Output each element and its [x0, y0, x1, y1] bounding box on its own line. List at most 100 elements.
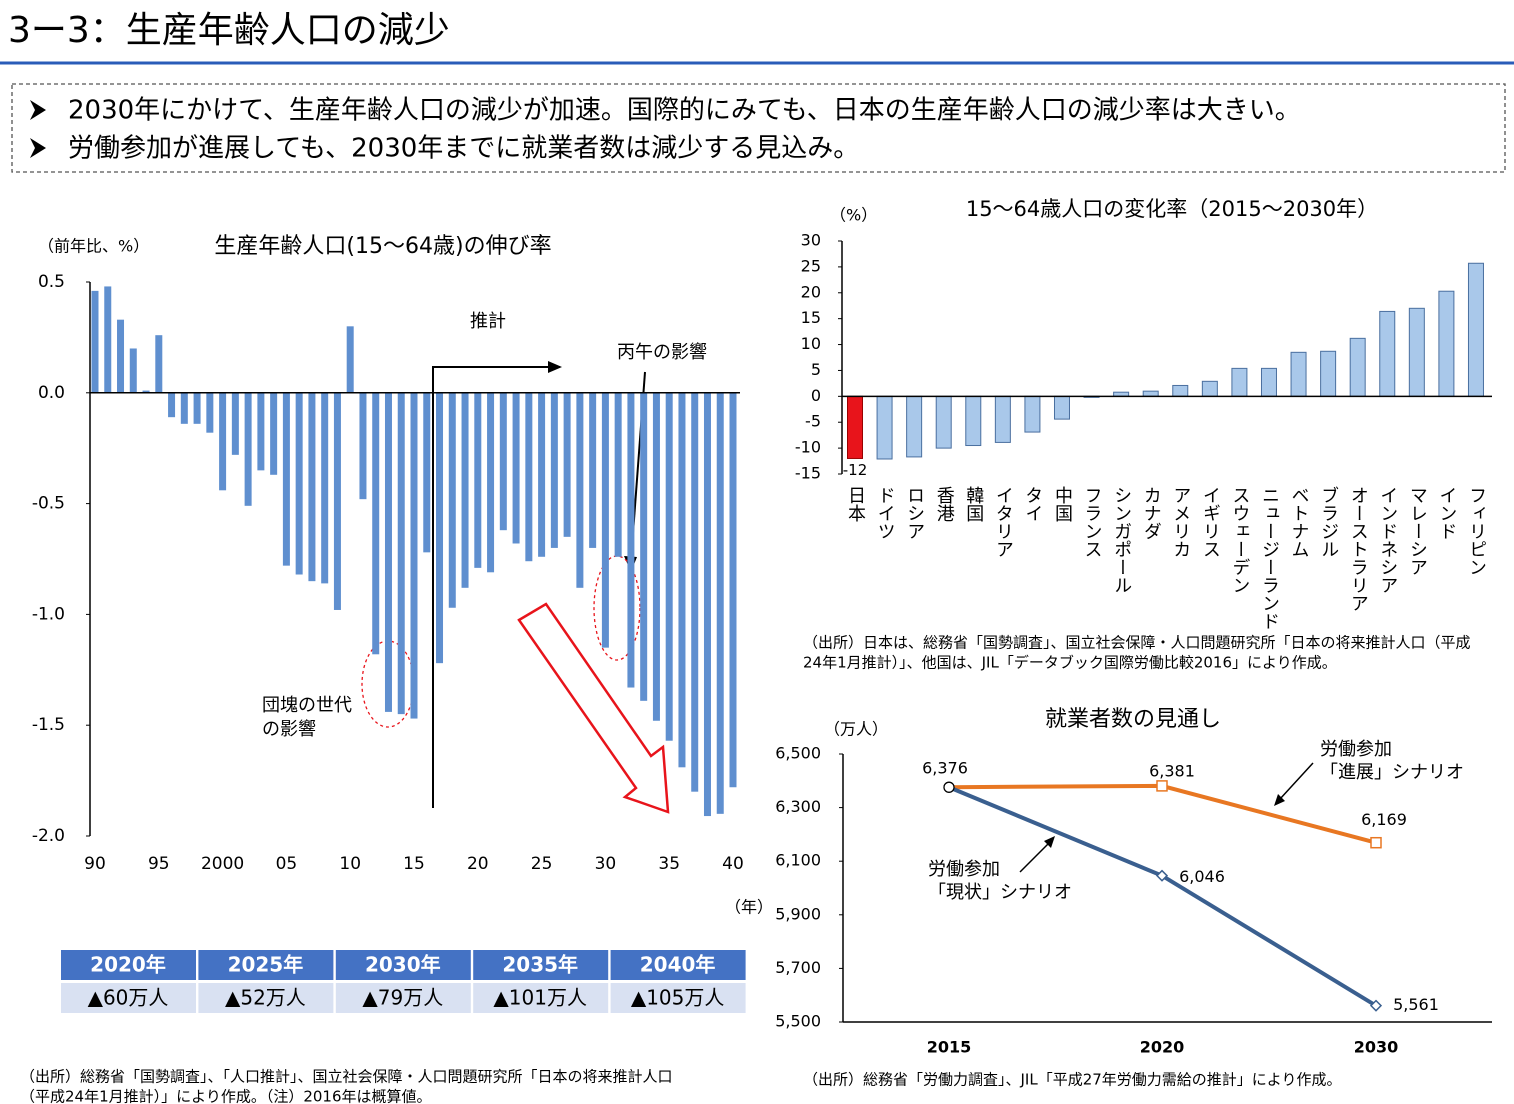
table-value: ▲101万人: [493, 986, 587, 1010]
table-value: ▲52万人: [225, 986, 306, 1010]
bar: [142, 390, 150, 393]
arrow-head: [548, 361, 562, 373]
bar: [499, 392, 507, 531]
y-tick-label: 0.0: [38, 383, 65, 403]
x-tick-label: アメリカ: [1170, 486, 1191, 558]
marker: [1156, 780, 1168, 792]
source-note: （平成24年1月推計）」により作成。（注）2016年は概算値。: [20, 1088, 432, 1104]
x-tick-label: 35: [658, 854, 680, 874]
bar: [576, 392, 584, 588]
bar: [614, 392, 622, 557]
y-tick-label: -15: [795, 464, 821, 483]
bar: [1290, 351, 1307, 397]
bar: [691, 392, 699, 792]
bar: [384, 392, 392, 712]
y-tick-label: 5,500: [775, 1012, 821, 1031]
x-tick-label: シンガポール: [1111, 486, 1132, 594]
table-cell: [335, 983, 471, 1013]
table-cell: [61, 983, 196, 1013]
x-tick-label: イギリス: [1200, 486, 1221, 558]
source-note: （出所）日本は、総務省「国勢調査」、国立社会保障・人口問題研究所「日本の将来推計…: [803, 634, 1471, 652]
x-tick-label: 韓国: [963, 486, 984, 522]
y-tick-label: 5,900: [775, 904, 821, 923]
bar: [206, 392, 214, 433]
y-tick-label: 10: [801, 334, 821, 353]
bar: [1349, 337, 1366, 397]
value-label: -12: [843, 461, 868, 479]
bullet-icon: [30, 138, 46, 158]
annotation: 丙午の影響: [617, 342, 707, 363]
x-tick-label: フランス: [1082, 486, 1103, 558]
bar: [397, 392, 405, 715]
bar: [257, 392, 265, 471]
x-tick-label: 2015: [927, 1038, 972, 1057]
value-label: 6,376: [922, 759, 968, 778]
x-tick-label: 90: [84, 854, 106, 874]
series-name: 労働参加: [928, 859, 1000, 880]
y-tick-label: 6,500: [775, 744, 821, 763]
table-value: ▲105万人: [631, 986, 725, 1010]
bar: [308, 392, 316, 582]
y-axis-label: （万人）: [824, 720, 888, 739]
bar: [359, 392, 367, 500]
bar: [372, 392, 380, 655]
bar: [847, 395, 863, 459]
bullet-icon: [30, 100, 46, 120]
bar: [1260, 367, 1277, 397]
x-tick-label: 20: [467, 854, 489, 874]
x-tick-label: ロシア: [904, 486, 925, 540]
y-tick-label: 20: [801, 282, 821, 301]
marker: [943, 781, 955, 793]
pointer-arrow: [1279, 762, 1314, 800]
bar: [563, 392, 571, 537]
chart-title: 15～64歳人口の変化率（2015～2030年）: [966, 197, 1378, 221]
marker: [1370, 836, 1382, 849]
y-axis-label: （%）: [830, 206, 877, 225]
value-label: 6,046: [1179, 867, 1225, 886]
bar: [231, 392, 239, 455]
y-tick-label: 0.5: [38, 272, 65, 292]
bar: [193, 392, 201, 424]
bar: [448, 392, 456, 608]
bar: [525, 392, 533, 562]
x-tick-label: ニュージーランド: [1259, 486, 1280, 630]
bar: [461, 392, 469, 588]
table-header: 2025年: [228, 953, 304, 977]
table-value: ▲79万人: [362, 986, 443, 1010]
bar: [1379, 310, 1396, 397]
y-tick-label: -1.5: [32, 715, 65, 735]
table-cell: [610, 983, 746, 1013]
arrow-head: [1044, 836, 1055, 848]
trend-arrow: [517, 602, 670, 814]
bar: [180, 392, 188, 424]
source-note: 24年1月推計）」、他国は、JIL「データブック国際労働比較2016」により作成…: [803, 654, 1337, 672]
chart-title: 就業者数の見通し: [1045, 707, 1221, 732]
x-tick-label: 15: [403, 854, 425, 874]
bar: [270, 392, 278, 475]
bar: [1438, 290, 1455, 397]
x-tick-label: 2030: [1354, 1038, 1399, 1057]
pointer-arrow: [1019, 841, 1051, 873]
chart-title: 生産年齢人口(15～64歳)の伸び率: [214, 234, 551, 259]
table-header: 2035年: [502, 953, 578, 977]
x-tick-label: マレーシア: [1407, 486, 1428, 576]
value-label: 5,561: [1393, 995, 1439, 1014]
x-tick-label: 95: [148, 854, 170, 874]
x-tick-label: ブラジル: [1318, 486, 1339, 558]
bar: [906, 395, 923, 458]
bar: [512, 392, 520, 544]
bar: [965, 395, 982, 447]
bar: [1467, 262, 1484, 397]
bar: [1408, 307, 1425, 397]
bar: [703, 392, 711, 817]
forecast-marker: [432, 366, 560, 808]
bar: [474, 392, 482, 568]
y-tick-label: 15: [801, 308, 821, 327]
bar: [346, 326, 354, 393]
x-tick-label: ドイツ: [875, 486, 896, 540]
table-value: ▲60万人: [88, 986, 169, 1010]
value-label: 6,381: [1149, 761, 1195, 780]
series-name: 労働参加: [1320, 739, 1392, 760]
x-tick-label: フィリピン: [1466, 486, 1487, 576]
x-tick-label: スウェーデン: [1229, 486, 1250, 594]
